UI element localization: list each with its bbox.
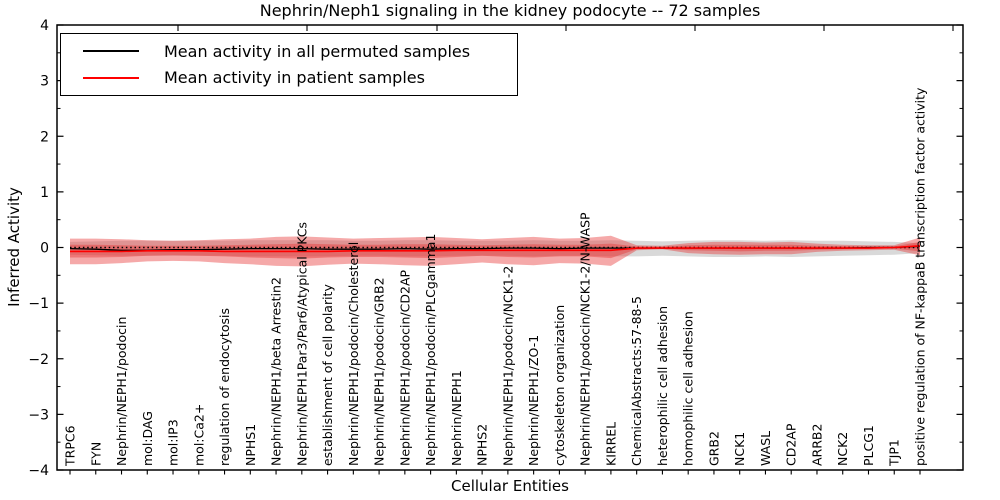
x-tick-label: Nephrin/NEPH1/podocin/NCK1-2/N-WASP: [578, 212, 593, 466]
legend-entry-permuted: Mean activity in all permuted samples: [61, 38, 517, 64]
x-tick-label: ARRB2: [809, 424, 824, 466]
legend-entry-patient: Mean activity in patient samples: [61, 65, 517, 91]
legend-label: Mean activity in patient samples: [164, 68, 425, 88]
legend-label: Mean activity in all permuted samples: [164, 41, 471, 61]
x-tick-label: Nephrin/NEPH1/beta Arrestin2: [269, 277, 284, 466]
y-tick-label: −1: [28, 296, 49, 312]
y-tick-label: −2: [28, 352, 49, 368]
y-tick-label: 3: [40, 74, 49, 90]
series-line-patient: [70, 245, 921, 253]
x-tick-label: regulation of endocytosis: [217, 308, 232, 466]
x-axis-label: Cellular Entities: [451, 477, 569, 495]
x-tick-label: Nephrin/NEPH1/podocin/CD2AP: [397, 270, 412, 466]
y-tick-label: −3: [28, 407, 49, 423]
x-tick-label: KIRREL: [603, 422, 618, 466]
patient-line-swatch-icon: [83, 76, 139, 79]
x-tick-label: Nephrin/NEPH1/podocin/NCK1-2: [500, 266, 515, 466]
x-tick-label: mol:DAG: [140, 411, 155, 466]
x-tick-label: establishment of cell polarity: [320, 284, 335, 466]
chart-title: Nephrin/Neph1 signaling in the kidney po…: [259, 1, 761, 20]
x-tick-label: mol:IP3: [166, 419, 181, 466]
x-tick-label: CD2AP: [784, 423, 799, 466]
x-tick-label: NPHS2: [475, 424, 490, 466]
legend: Mean activity in all permuted samples Me…: [60, 33, 518, 96]
x-tick-label: WASL: [758, 431, 773, 466]
x-tick-label: FYN: [88, 442, 103, 466]
x-tick-label: Nephrin/NEPH1: [449, 370, 464, 466]
y-tick-label: 4: [40, 18, 49, 34]
x-tick-label: Nephrin/NEPH1Par3/Par6/Atypical PKCs: [294, 222, 309, 466]
x-tick-label: homophilic cell adhesion: [681, 311, 696, 466]
y-tick-label: 0: [40, 241, 49, 257]
x-tick-label: ChemicalAbstracts:57-88-5: [629, 296, 644, 466]
x-tick-label: Nephrin/NEPH1/podocin: [114, 317, 129, 466]
x-tick-label: PLCG1: [861, 425, 876, 466]
x-tick-label: NCK2: [835, 432, 850, 466]
x-tick-label: Nephrin/NEPH1/podocin/PLCgamma1: [423, 234, 438, 466]
x-tick-label: NPHS1: [243, 424, 258, 466]
x-tick-label: Nephrin/NEPH1/podocin/Cholesterol: [346, 242, 361, 466]
y-tick-label: 2: [40, 129, 49, 145]
x-tick-label: NCK1: [732, 432, 747, 466]
x-tick-label: mol:Ca2+: [191, 404, 206, 466]
y-tick-label: 1: [40, 185, 49, 201]
x-tick-label: Nephrin/NEPH1/podocin/GRB2: [372, 277, 387, 466]
x-tick-label: cytoskeleton organization: [552, 305, 567, 466]
permuted-line-swatch-icon: [83, 50, 139, 53]
y-tick-label: −4: [28, 463, 49, 479]
x-tick-label: GRB2: [706, 431, 721, 466]
x-tick-label: TJP1: [887, 439, 902, 467]
x-tick-label: Nephrin/NEPH1/ZO-1: [526, 335, 541, 466]
x-tick-label: positive regulation of NF-kappaB transcr…: [913, 87, 928, 466]
x-tick-label: heterophilic cell adhesion: [655, 306, 670, 466]
x-tick-label: TRPC6: [63, 425, 78, 467]
